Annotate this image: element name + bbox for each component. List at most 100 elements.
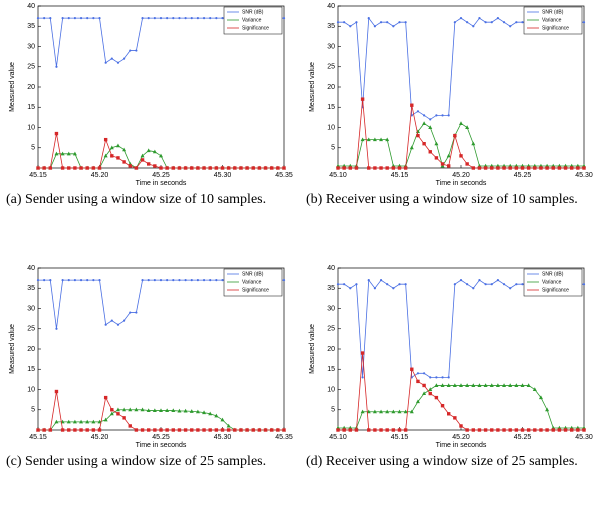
point [385, 409, 390, 414]
point [367, 279, 370, 282]
point [202, 428, 206, 432]
point [91, 166, 96, 170]
point [379, 137, 384, 142]
point [276, 428, 280, 432]
point [471, 383, 476, 387]
point [226, 166, 231, 170]
y-tick-label: 5 [331, 407, 335, 414]
legend-box [523, 268, 583, 297]
point [466, 21, 469, 24]
point [410, 103, 414, 107]
point [373, 25, 376, 28]
point [336, 283, 340, 286]
legend-label: Significance [242, 25, 269, 31]
point [135, 311, 138, 314]
point [165, 166, 169, 170]
point [98, 279, 101, 282]
chart: 5 10 15 20 25 30 35 40 45.10 45.15 45.20 45.25 45.30… [309, 3, 593, 187]
point [159, 17, 163, 20]
point [545, 428, 549, 432]
point [183, 408, 188, 413]
point [447, 164, 451, 168]
point [392, 25, 395, 28]
point [514, 166, 519, 170]
point [147, 162, 151, 166]
point [472, 287, 475, 290]
point [379, 21, 383, 24]
point [576, 428, 580, 432]
x-axis-label: Time in seconds [136, 442, 187, 449]
point [545, 166, 549, 170]
y-tick-label: 40 [327, 3, 335, 10]
point [36, 17, 40, 20]
point [91, 428, 96, 432]
legend-box [223, 268, 283, 297]
point [397, 428, 402, 432]
point [446, 153, 451, 158]
point [385, 137, 390, 142]
point [440, 383, 445, 387]
point [140, 158, 145, 162]
point [86, 279, 89, 282]
point [48, 428, 52, 432]
point [60, 166, 65, 170]
figure-panel: 5 10 15 20 25 30 35 40 45.10 45.15 45.20 45.25 45.30… [300, 0, 600, 247]
series-line [338, 122, 584, 167]
y-tick-label: 30 [27, 43, 35, 50]
point [415, 399, 420, 404]
point [416, 110, 420, 113]
x-axis-label: Time in seconds [436, 442, 487, 449]
legend-box [223, 6, 283, 35]
point [178, 17, 181, 20]
point [282, 428, 286, 432]
y-tick-label: 20 [27, 346, 35, 353]
point [152, 149, 157, 154]
legend-label: SNR (dB) [542, 271, 564, 277]
y-tick-label: 15 [27, 104, 35, 111]
point [116, 156, 120, 160]
point [270, 166, 274, 170]
point [453, 416, 457, 420]
point [459, 17, 463, 20]
point [520, 428, 525, 432]
point [66, 151, 71, 156]
chart: 5 10 15 20 25 30 35 40 45.15 45.20 45.25 45.30 45.35… [9, 3, 293, 187]
point [397, 166, 402, 170]
point [435, 114, 438, 117]
point [177, 166, 182, 170]
point [110, 319, 113, 322]
point [355, 21, 358, 24]
point [60, 151, 65, 156]
y-tick-label: 10 [327, 386, 335, 393]
point [257, 166, 262, 170]
y-tick-label: 35 [327, 285, 335, 292]
point [435, 376, 438, 379]
point [515, 283, 518, 286]
point [91, 419, 96, 424]
y-tick-label: 10 [27, 124, 35, 131]
point [109, 411, 114, 416]
point [490, 428, 494, 432]
point [159, 166, 163, 170]
point [122, 160, 126, 164]
point [459, 279, 463, 282]
point [440, 162, 445, 166]
y-tick-label: 15 [27, 366, 35, 373]
point [423, 114, 426, 117]
point [123, 319, 126, 322]
y-tick-label: 25 [327, 64, 335, 71]
point [459, 121, 463, 125]
point [116, 412, 120, 416]
legend-label: Variance [542, 279, 562, 285]
legend-label: SNR (dB) [542, 9, 564, 15]
point [496, 279, 499, 282]
point [153, 164, 157, 168]
point [128, 407, 133, 412]
point [166, 279, 169, 282]
point [67, 279, 70, 282]
point [226, 428, 231, 432]
point [360, 97, 365, 101]
y-tick-label: 20 [27, 84, 35, 91]
point [336, 166, 340, 170]
